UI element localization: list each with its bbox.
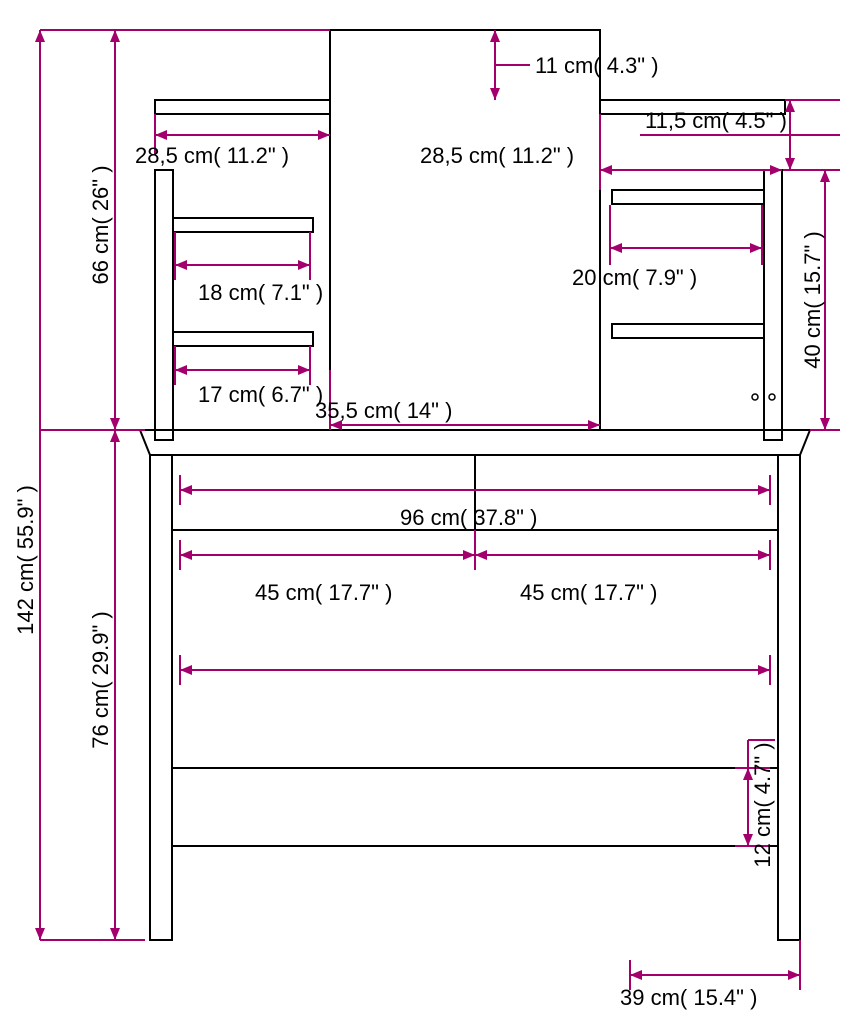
dim-label-shelf-r: 20 cm( 7.9" )	[572, 265, 697, 290]
dim-label-drawer-l: 45 cm( 17.7" )	[255, 580, 392, 605]
dim-label-shelf-l: 18 cm( 7.1" )	[198, 280, 323, 305]
dim-label-shelf-l2: 17 cm( 6.7" )	[198, 382, 323, 407]
dimensions: 142 cm( 55.9" ) 66 cm( 26" ) 76 cm( 29.9…	[13, 30, 840, 1010]
dim-label-desk-width: 96 cm( 37.8" )	[400, 505, 537, 530]
dim-label-drawer-r: 45 cm( 17.7" )	[520, 580, 657, 605]
dim-label-side-overhang: 11,5 cm( 4.5" )	[645, 108, 787, 133]
dim-label-footbar: 12 cm( 4.7" )	[750, 742, 775, 867]
dim-label-right-shelves: 40 cm( 15.7" )	[800, 231, 825, 368]
dim-label-mirror-overhang: 11 cm( 4.3" )	[535, 53, 659, 78]
dim-label-top-left: 28,5 cm( 11.2" )	[135, 143, 289, 168]
dim-label-mirror-width: 35,5 cm( 14" )	[315, 398, 452, 423]
dim-label-h-upper: 66 cm( 26" )	[88, 165, 113, 284]
dim-label-h-lower: 76 cm( 29.9" )	[88, 611, 113, 748]
furniture-dimension-diagram: 142 cm( 55.9" ) 66 cm( 26" ) 76 cm( 29.9…	[0, 0, 846, 1020]
dim-label-top-right: 28,5 cm( 11.2" )	[420, 143, 574, 168]
dim-label-h-total: 142 cm( 55.9" )	[13, 485, 38, 635]
dim-label-depth: 39 cm( 15.4" )	[620, 985, 757, 1010]
